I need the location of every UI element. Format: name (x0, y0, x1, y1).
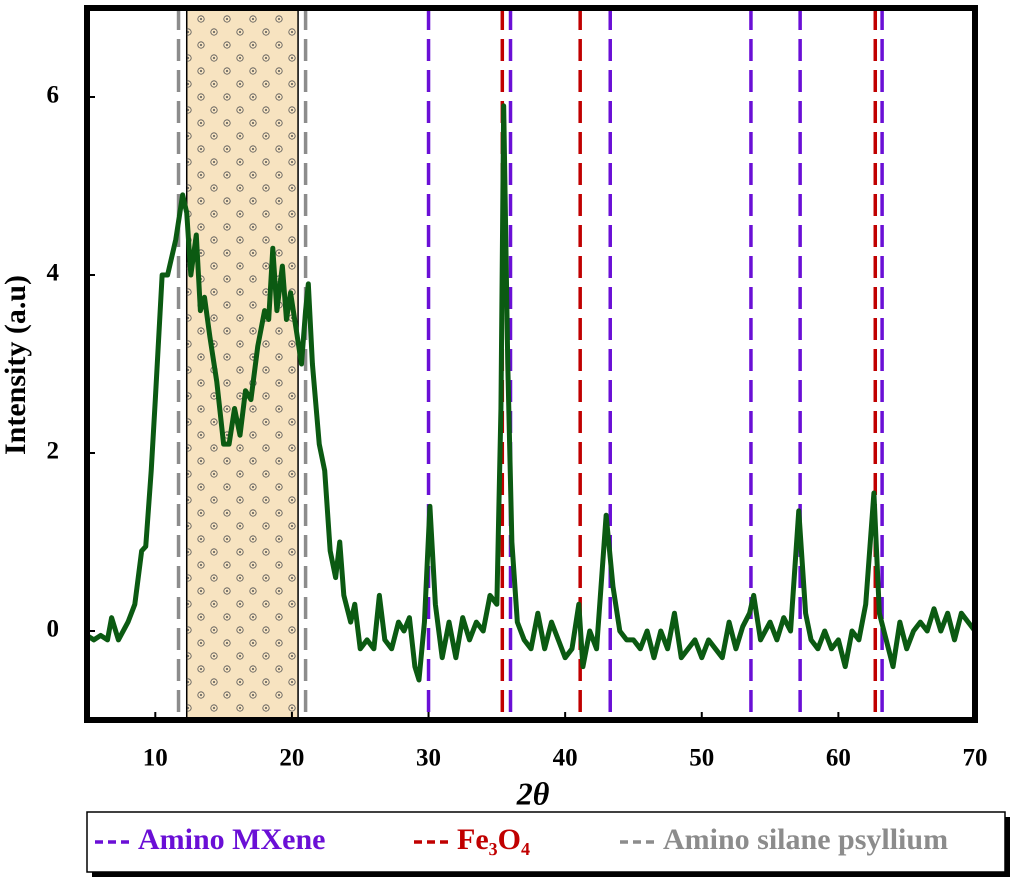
y-axis-label: Intensity (a.u) (0, 275, 32, 455)
x-tick-label: 20 (279, 745, 304, 772)
data-line (87, 103, 975, 683)
y-tick-label: 4 (47, 260, 60, 287)
x-tick-label: 30 (416, 745, 441, 772)
x-tick-label: 40 (553, 745, 578, 772)
legend-label: Amino MXene (138, 823, 325, 856)
x-tick-label: 50 (689, 745, 714, 772)
y-tick-label: 2 (47, 438, 60, 465)
y-tick-label: 6 (47, 82, 60, 109)
plot-area (87, 8, 975, 720)
x-axis-label: 2θ (516, 775, 550, 811)
x-tick-label: 70 (963, 745, 988, 772)
shaded-pattern (186, 8, 299, 720)
x-tick-label: 60 (826, 745, 851, 772)
y-tick-label: 0 (47, 616, 60, 643)
x-tick-label: 10 (143, 745, 168, 772)
legend: Amino MXene Fe₃O₄ Amino silane psyllium (95, 823, 948, 856)
legend-label: Amino silane psyllium (663, 823, 948, 856)
legend-box (86, 811, 1006, 873)
plot-frame (84, 5, 978, 723)
legend-label: Fe₃O₄ (457, 823, 530, 856)
